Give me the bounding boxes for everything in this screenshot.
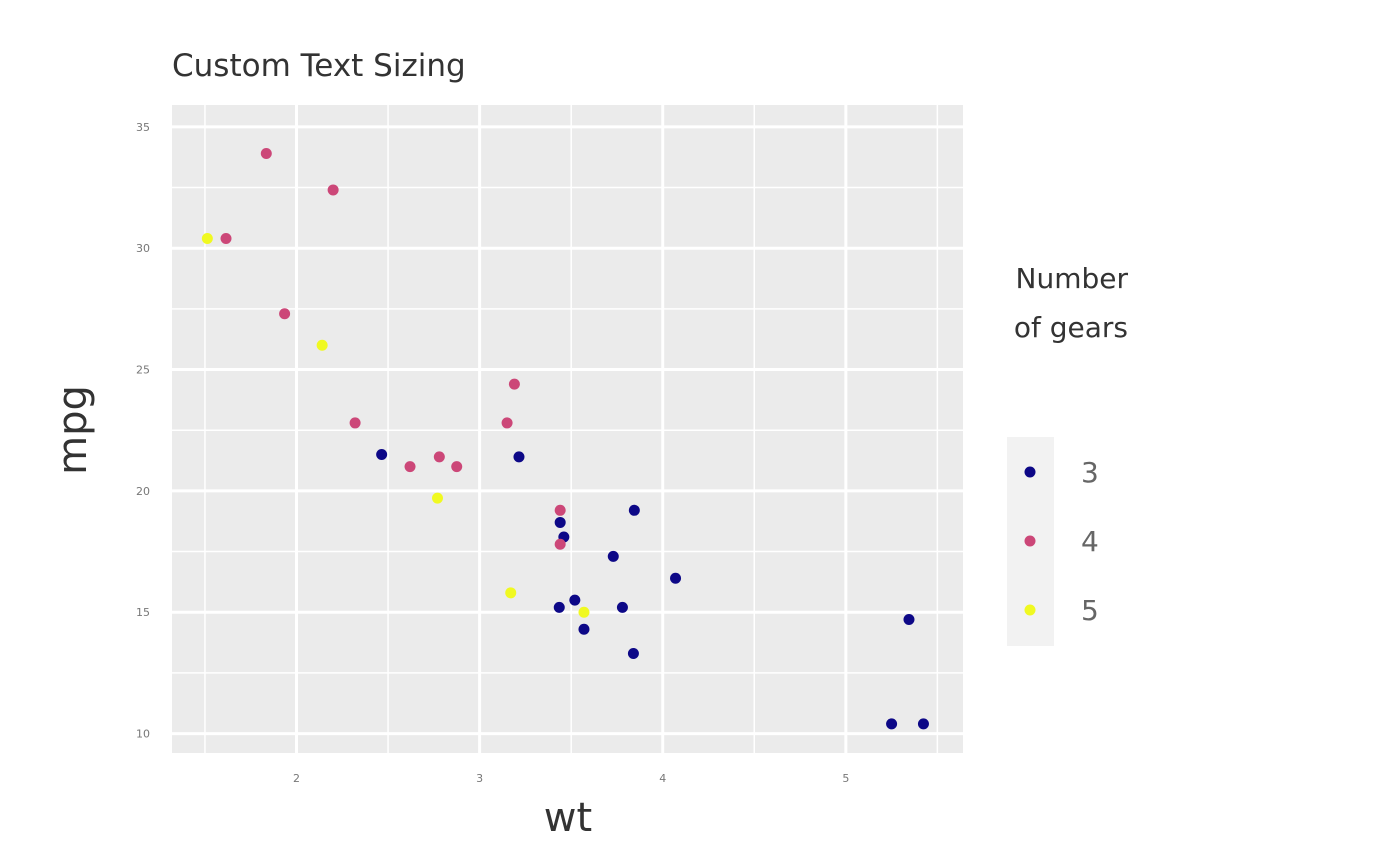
data-point-gear-3 xyxy=(578,623,590,635)
legend-entries: 3 4 5 xyxy=(1024,456,1099,627)
legend-key-gear-5 xyxy=(1024,604,1036,616)
x-axis-ticks: 2 3 4 5 xyxy=(293,772,849,785)
data-point-gear-4 xyxy=(349,417,361,429)
y-tick-label: 25 xyxy=(136,364,150,377)
legend-label-gear-5: 5 xyxy=(1081,594,1099,627)
data-point-gear-3 xyxy=(553,601,565,613)
panel-background xyxy=(172,105,963,753)
legend: Number of gears 3 4 5 xyxy=(1007,262,1128,646)
legend-label-gear-3: 3 xyxy=(1081,456,1099,489)
plot-panel xyxy=(172,105,963,753)
y-tick-label: 20 xyxy=(136,485,150,498)
data-point-gear-4 xyxy=(508,378,520,390)
chart-title: Custom Text Sizing xyxy=(172,48,466,84)
data-point-gear-3 xyxy=(628,504,640,516)
x-tick-label: 5 xyxy=(842,772,849,785)
legend-key-gear-3 xyxy=(1024,466,1036,478)
data-point-gear-5 xyxy=(316,339,328,351)
data-point-gear-4 xyxy=(260,148,272,160)
y-axis-title: mpg xyxy=(50,385,96,475)
data-point-gear-4 xyxy=(554,538,566,550)
data-point-gear-3 xyxy=(917,718,929,730)
data-point-gear-3 xyxy=(554,516,566,528)
data-point-gear-3 xyxy=(670,572,682,584)
data-point-gear-4 xyxy=(554,504,566,516)
x-tick-label: 3 xyxy=(476,772,483,785)
data-point-gear-5 xyxy=(505,587,517,599)
data-point-gear-3 xyxy=(513,451,525,463)
data-point-gear-3 xyxy=(903,614,915,626)
data-point-gear-3 xyxy=(607,550,619,562)
data-point-gear-4 xyxy=(501,417,513,429)
data-point-gear-4 xyxy=(433,451,445,463)
data-point-gear-4 xyxy=(279,308,291,320)
legend-label-gear-4: 4 xyxy=(1081,525,1099,558)
data-point-gear-5 xyxy=(431,492,443,504)
data-point-gear-3 xyxy=(569,594,581,606)
y-tick-label: 10 xyxy=(136,728,150,741)
x-tick-label: 2 xyxy=(293,772,300,785)
legend-title-line-2: of gears xyxy=(1014,311,1128,344)
y-tick-label: 35 xyxy=(136,121,150,134)
y-tick-label: 15 xyxy=(136,606,150,619)
data-point-gear-3 xyxy=(616,601,628,613)
legend-key-gear-4 xyxy=(1024,535,1036,547)
x-axis-title: wt xyxy=(544,795,592,841)
data-point-gear-3 xyxy=(376,448,388,460)
y-tick-label: 30 xyxy=(136,242,150,255)
x-tick-label: 4 xyxy=(659,772,666,785)
data-point-gear-4 xyxy=(220,232,232,244)
data-point-gear-5 xyxy=(201,232,213,244)
y-axis-ticks: 10 15 20 25 30 35 xyxy=(136,121,150,741)
data-point-gear-5 xyxy=(578,606,590,618)
data-point-gear-3 xyxy=(627,647,639,659)
legend-title-line-1: Number xyxy=(1016,262,1129,295)
data-point-gear-4 xyxy=(451,461,463,473)
data-point-gear-4 xyxy=(327,184,339,196)
data-point-gear-4 xyxy=(404,461,416,473)
data-point-gear-3 xyxy=(886,718,898,730)
